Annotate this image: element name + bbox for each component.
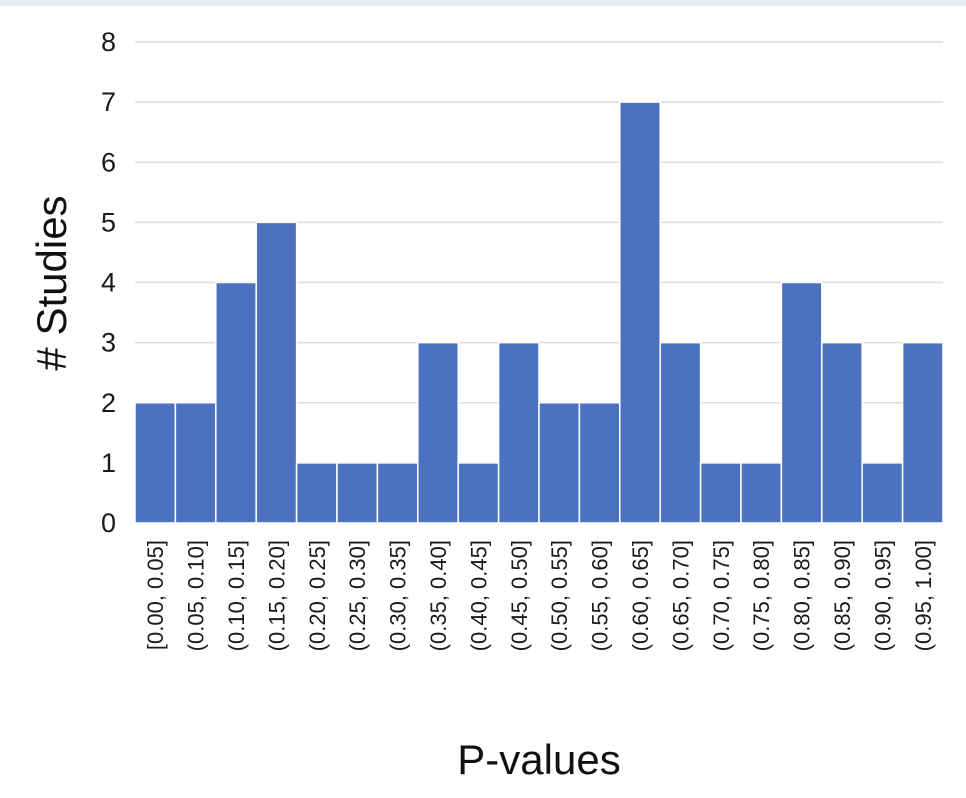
bar	[538, 402, 581, 524]
x-tick-labels: [0.00, 0.05] (0.05, 0.10] (0.10, 0.15] (0.1…	[143, 540, 936, 651]
bar	[901, 341, 944, 524]
bar	[255, 221, 298, 524]
x-tick-label: (0.75, 0.80]	[749, 540, 774, 651]
x-tick-label: (0.95, 1.00]	[911, 540, 936, 651]
y-tick-label: 8	[101, 27, 116, 57]
x-tick-label: (0.35, 0.40]	[426, 540, 451, 651]
bar	[780, 281, 823, 524]
bars	[134, 101, 944, 524]
y-tick-label: 6	[101, 147, 116, 177]
x-tick-label: (0.90, 0.95]	[870, 540, 895, 651]
x-tick-label: (0.30, 0.35]	[386, 540, 411, 651]
bar	[215, 281, 257, 524]
bar	[134, 402, 177, 524]
y-tick-label: 3	[101, 328, 116, 358]
x-tick-label: (0.20, 0.25]	[305, 540, 330, 651]
y-tick-labels: 0 1 2 3 4 5 6 7 8	[101, 27, 116, 538]
x-tick-label: (0.65, 0.70]	[668, 540, 693, 651]
x-tick-label: (0.85, 0.90]	[830, 540, 855, 651]
x-tick-label: (0.10, 0.15]	[224, 540, 249, 651]
x-tick-label: (0.25, 0.30]	[345, 540, 370, 651]
bar	[659, 341, 702, 524]
x-tick-label: (0.80, 0.85]	[790, 540, 815, 651]
bar	[336, 462, 379, 524]
x-tick-label: (0.05, 0.10]	[184, 540, 209, 651]
bar	[295, 462, 338, 524]
bar	[699, 462, 742, 524]
bar	[740, 462, 783, 524]
y-tick-label: 0	[101, 508, 116, 538]
x-axis-title: P-values	[457, 736, 620, 783]
bar	[861, 462, 904, 524]
bar	[417, 341, 459, 524]
bar	[821, 341, 863, 524]
bar	[619, 101, 661, 524]
y-tick-label: 1	[101, 448, 116, 478]
bar	[376, 462, 419, 524]
x-tick-label: (0.15, 0.20]	[264, 540, 289, 651]
x-tick-label: [0.00, 0.05]	[143, 540, 168, 650]
bar	[578, 402, 621, 524]
y-axis-title: # Studies	[28, 195, 75, 370]
x-tick-label: (0.40, 0.45]	[466, 540, 491, 651]
x-tick-label: (0.45, 0.50]	[507, 540, 532, 651]
y-tick-label: 4	[101, 268, 116, 298]
x-tick-label: (0.60, 0.65]	[628, 540, 653, 651]
x-tick-label: (0.70, 0.75]	[709, 540, 734, 651]
x-tick-label: (0.50, 0.55]	[547, 540, 572, 651]
bar	[457, 462, 500, 524]
y-tick-label: 2	[101, 388, 116, 418]
bar	[497, 341, 540, 524]
y-tick-label: 7	[101, 87, 116, 117]
y-tick-label: 5	[101, 207, 116, 237]
x-tick-label: (0.55, 0.60]	[588, 540, 613, 651]
bar	[174, 402, 217, 524]
